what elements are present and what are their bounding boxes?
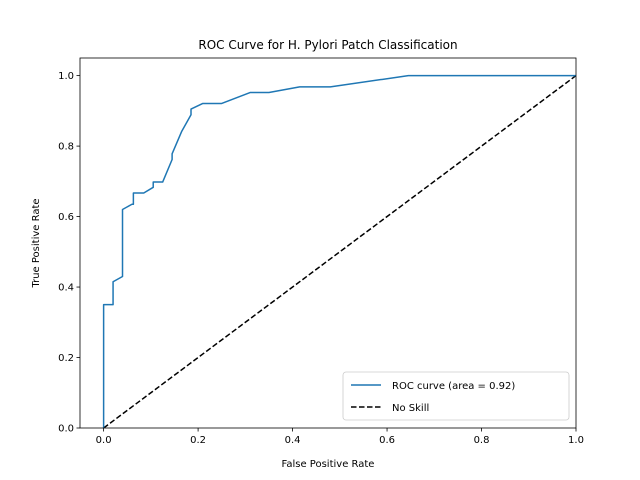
legend: ROC curve (area = 0.92) No Skill: [342, 371, 570, 421]
x-tick-label: 0.8: [474, 435, 490, 446]
y-axis-label: True Positive Rate: [31, 198, 42, 288]
y-tick-label: 0.8: [58, 142, 74, 153]
y-axis-ticks: 0.0 0.2 0.4 0.6 0.8 1.0: [58, 71, 80, 435]
axes-frame: [79, 57, 577, 429]
y-tick-label: 0.6: [58, 212, 74, 223]
y-tick-label: 0.0: [58, 424, 74, 435]
x-axis-ticks: 0.0 0.2 0.4 0.6 0.8 1.0: [96, 428, 584, 446]
x-tick-label: 0.4: [285, 435, 301, 446]
legend-box: [342, 371, 570, 421]
x-tick-label: 0.2: [190, 435, 206, 446]
plot-area: [79, 57, 577, 429]
y-tick-label: 0.4: [58, 283, 74, 294]
x-axis-label: False Positive Rate: [282, 459, 375, 470]
series-layer: [102, 74, 576, 428]
legend-label-no-skill: No Skill: [392, 403, 429, 414]
roc-curve-line: [102, 74, 576, 428]
y-tick-label: 0.2: [58, 353, 74, 364]
x-tick-label: 0.0: [96, 435, 112, 446]
y-tick-label: 1.0: [58, 71, 74, 82]
chart-title: ROC Curve for H. Pylori Patch Classifica…: [198, 38, 457, 52]
no-skill-line: [103, 75, 576, 428]
x-tick-label: 0.6: [379, 435, 395, 446]
legend-label-roc: ROC curve (area = 0.92): [392, 381, 515, 392]
x-tick-label: 1.0: [568, 435, 584, 446]
